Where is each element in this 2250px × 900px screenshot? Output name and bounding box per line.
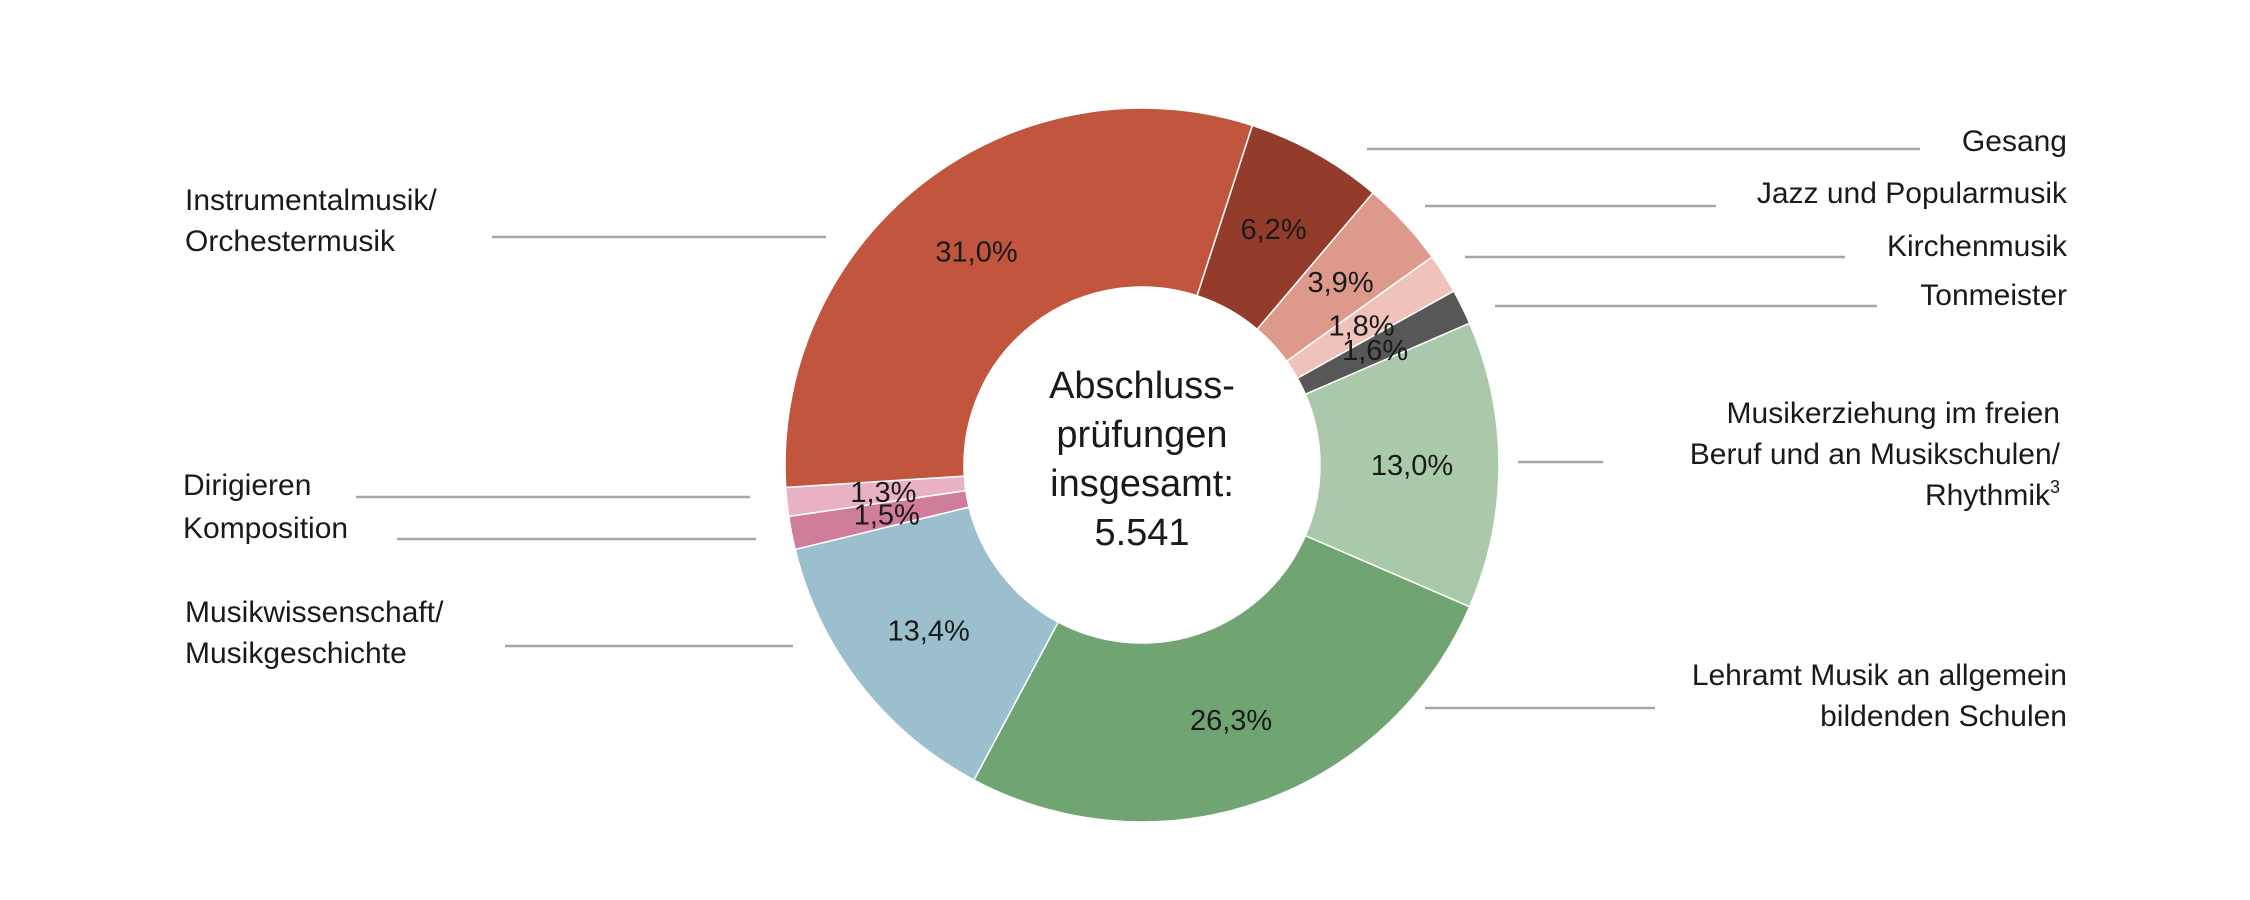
category-label-tonmeister: Tonmeister: [1920, 279, 2067, 312]
slices-layer: [784, 107, 1500, 823]
slice-instrumentalmusik: [784, 107, 1254, 489]
category-label-jazz: Jazz und Popularmusik: [1757, 177, 2068, 210]
center-label: Abschluss-prüfungen insgesamt: 5.541: [1049, 365, 1235, 554]
pct-label-tonmeister: 1,6%: [1342, 335, 1408, 367]
category-label-musikwissenschaft: Musikwissenschaft/Musikgeschichte: [185, 596, 444, 670]
category-labels: Gesang Jazz und Popularmusik Kirchenmusik T…: [183, 125, 2068, 733]
pct-label-gesang: 6,2%: [1241, 214, 1307, 246]
category-label-lehramt: Lehramt Musik an allgemein bildenden Schu…: [1692, 659, 2067, 733]
pct-label-jazz: 3,9%: [1308, 267, 1374, 299]
pct-label-kirchenmusik: 1,8%: [1328, 311, 1394, 343]
pct-label-dirigieren: 1,3%: [850, 477, 916, 509]
pct-label-musikwissenschaft: 13,4%: [888, 615, 970, 647]
slice-musikerziehung: [1304, 322, 1500, 608]
leader-lines: [356, 147, 1920, 710]
category-label-komposition: Komposition: [183, 512, 348, 545]
category-label-musikerziehung: Musikerziehung im freien Beruf und an Mus…: [1690, 397, 2061, 512]
slice-musikwissenschaft: [794, 506, 1060, 781]
center-total-label: Abschluss-prüfungen insgesamt: 5.541: [1049, 365, 1235, 554]
slice-lehramt: [972, 534, 1471, 823]
pct-label-instrumentalmusik: 31,0%: [935, 237, 1017, 269]
pct-label-komposition: 1,5%: [854, 500, 920, 532]
pct-label-lehramt: 26,3%: [1190, 705, 1272, 737]
pct-label-musikerziehung: 13,0%: [1371, 450, 1453, 482]
category-label-gesang: Gesang: [1962, 125, 2067, 158]
category-label-kirchenmusik: Kirchenmusik: [1887, 230, 2068, 263]
category-label-dirigieren: Dirigieren: [183, 469, 311, 502]
category-label-instrumentalmusik: Instrumentalmusik/Orchestermusik: [185, 184, 437, 258]
percentage-labels: 6,2%3,9% 1,8%1,6% 13,0% 26,3% 13,4% 1,5%1,3% 3…: [850, 214, 1453, 737]
